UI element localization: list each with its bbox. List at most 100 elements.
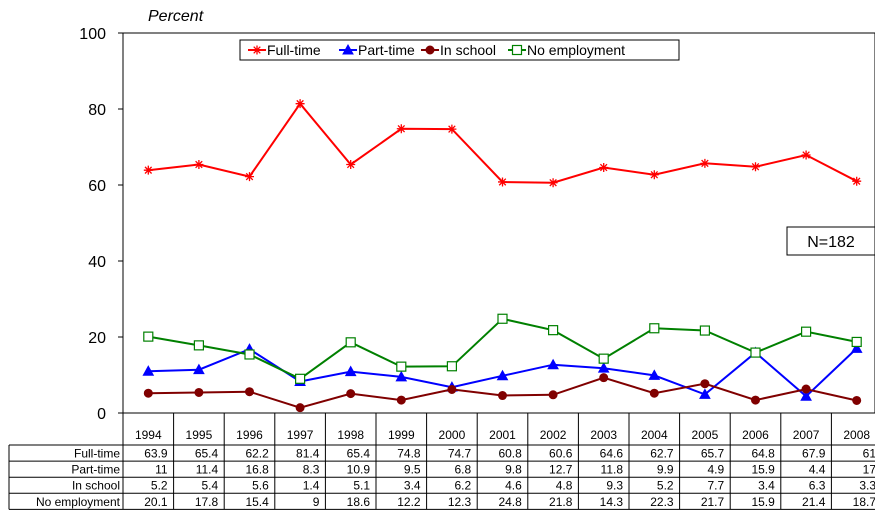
y-tick-label: 60 — [88, 178, 106, 195]
data-point — [346, 159, 356, 169]
data-point — [143, 165, 153, 175]
data-point — [142, 365, 155, 376]
series-in-school — [143, 373, 862, 413]
data-point — [852, 395, 862, 405]
table-cell: 5.6 — [252, 479, 269, 493]
table-cell: 12.7 — [549, 463, 573, 477]
data-point — [750, 347, 761, 358]
data-point — [700, 379, 710, 389]
table-cell: 15.4 — [245, 495, 269, 509]
table-cell: 3.4 — [758, 479, 775, 493]
data-point — [649, 323, 660, 334]
data-point — [801, 384, 811, 394]
table-cell: 17 — [863, 463, 875, 477]
data-point — [498, 391, 507, 401]
table-cell: 3.3 — [859, 479, 875, 493]
legend-entry: In school — [421, 42, 496, 58]
data-table: 1994 1995 1996 1997 1998 1999 2000 2001 2002 2003… — [8, 413, 875, 510]
table-cell: 64.8 — [751, 447, 775, 461]
data-point — [850, 342, 863, 353]
table-cell: 65.7 — [701, 447, 725, 461]
table-cell: 60.8 — [498, 447, 522, 461]
y-unit-label: Percent — [148, 8, 204, 25]
table-cell: 67.9 — [802, 447, 826, 461]
table-cell: 22.3 — [650, 495, 674, 509]
y-tick-label: 80 — [88, 102, 106, 119]
data-point — [699, 325, 711, 336]
data-point — [598, 353, 609, 364]
table-cell: 3.4 — [404, 479, 421, 493]
table-cell: 14.3 — [600, 495, 624, 509]
table-header-year: 1996 — [236, 428, 263, 442]
table-cell: 6.8 — [455, 463, 472, 477]
table-header-year: 2003 — [590, 428, 617, 442]
data-point — [346, 389, 356, 399]
data-point — [801, 150, 811, 160]
table-cell: 6.3 — [809, 479, 826, 493]
table-cell: 20.1 — [144, 495, 168, 509]
data-point — [851, 336, 862, 348]
table-cell: 18.7 — [853, 495, 875, 509]
data-point — [599, 373, 609, 383]
table-cell: 10.9 — [347, 463, 371, 477]
table-header-year: 1995 — [186, 428, 213, 442]
data-point — [547, 358, 559, 370]
table-cell: 60.6 — [549, 447, 573, 461]
y-axis-ticks: 0 20 40 60 80 100 — [79, 26, 123, 423]
table-cell: 11.4 — [196, 463, 219, 477]
table-header-year: 1998 — [337, 428, 364, 442]
table-header-year: 2005 — [692, 428, 719, 442]
table-cell: 16.8 — [245, 463, 269, 477]
data-point — [395, 370, 408, 382]
table-header-year: 2002 — [540, 428, 567, 442]
data-point — [244, 349, 255, 360]
table-row-label: In school — [72, 479, 120, 493]
table-cell: 9.9 — [657, 463, 674, 477]
table-cell: 64.6 — [600, 447, 624, 461]
table-row-label: No employment — [36, 495, 121, 509]
data-point — [649, 388, 659, 398]
table-cell: 74.8 — [397, 447, 421, 461]
table-cell: 81.4 — [296, 447, 320, 461]
table-cell: 15.9 — [751, 463, 775, 477]
table-header-year: 2007 — [793, 428, 820, 442]
table-cell: 5.4 — [202, 479, 219, 493]
table-cell: 5.2 — [151, 479, 168, 493]
data-point — [700, 158, 710, 168]
table-cell: 12.2 — [397, 495, 421, 509]
data-point — [497, 313, 508, 324]
table-header-year: 2006 — [742, 428, 769, 442]
y-tick-label: 40 — [88, 254, 106, 271]
data-point — [649, 170, 659, 180]
legend-frame — [239, 39, 680, 61]
table-cell: 62.7 — [650, 447, 674, 461]
table-cell: 61 — [863, 447, 875, 461]
data-point — [446, 361, 457, 372]
data-point — [345, 337, 356, 348]
legend-label: Full-time — [267, 42, 321, 58]
data-point — [396, 124, 406, 134]
data-point — [800, 390, 812, 401]
table-cell: 1.4 — [303, 479, 320, 493]
table-header-year: 1999 — [388, 428, 415, 442]
sample-size-label: N=182 — [807, 234, 855, 251]
data-point — [648, 369, 661, 380]
series-full-time — [143, 99, 862, 188]
data-point — [852, 176, 862, 186]
data-point — [396, 395, 406, 405]
table-cell: 74.7 — [448, 447, 472, 461]
data-point — [751, 162, 760, 172]
data-point — [143, 331, 154, 342]
data-point — [194, 387, 204, 397]
legend: Full-time Part-time In school No employment — [239, 39, 680, 61]
table-cell: 4.9 — [708, 463, 725, 477]
table-cell: 11.8 — [601, 463, 624, 477]
data-point — [496, 369, 509, 381]
table-cell: 5.1 — [353, 479, 370, 493]
table-cell: 9.8 — [505, 463, 522, 477]
table-cell: 8.3 — [303, 463, 320, 477]
y-tick-label: 0 — [97, 406, 106, 423]
table-cell: 18.6 — [347, 495, 371, 509]
plot-frame — [122, 32, 875, 414]
